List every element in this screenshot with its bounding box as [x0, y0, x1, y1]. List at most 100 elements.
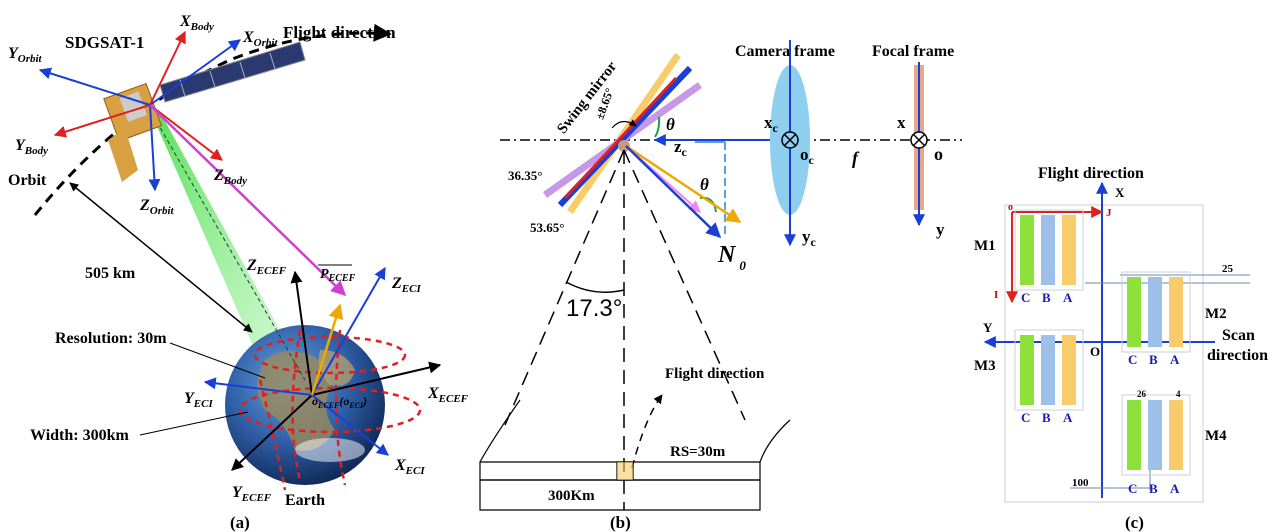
- orange-vector: [310, 303, 344, 396]
- n25-label: 25: [1222, 263, 1234, 275]
- m3-label: M3: [974, 358, 996, 374]
- focal-frame-label: Focal frame: [872, 43, 954, 60]
- xc-cross: [783, 133, 797, 147]
- o-small-label: o: [1008, 202, 1013, 213]
- m3-c: C: [1021, 410, 1030, 425]
- y-orbit-axis: [38, 67, 151, 106]
- zc-label: zc: [674, 137, 688, 159]
- module-m3: [1020, 335, 1076, 405]
- yc-label: yc: [802, 227, 817, 249]
- xc-label: xc: [764, 113, 779, 135]
- swath-label: 300Km: [548, 488, 595, 504]
- z-ecef-axis: [290, 270, 313, 396]
- y-eci-axis: [203, 377, 313, 396]
- y-label: y: [936, 220, 945, 239]
- z-ecef-label: ZECEF: [246, 257, 287, 277]
- caption-b: (b): [610, 513, 631, 532]
- fov-left: [504, 149, 625, 426]
- orbit-path: [33, 23, 392, 216]
- z-eci-axis: [311, 266, 386, 396]
- n100-label: 100: [1072, 477, 1089, 489]
- y-ecef-axis: [231, 394, 313, 471]
- o-label: o: [934, 144, 943, 164]
- j-axis-label: J: [1106, 207, 1112, 219]
- swing-arc: [611, 119, 637, 129]
- m1-box: [1014, 209, 1084, 291]
- module-m1: [1020, 215, 1076, 285]
- earth-land: [257, 351, 335, 451]
- m4-c: C: [1128, 481, 1137, 496]
- m2-label: M2: [1205, 306, 1227, 322]
- y-body-axis: [53, 104, 151, 138]
- n26-label: 26: [1137, 389, 1147, 399]
- origin-label-c: O: [1090, 344, 1100, 359]
- m2-b: B: [1149, 352, 1158, 367]
- z-body-axis: [149, 104, 223, 161]
- i-axis-label: I: [994, 289, 998, 301]
- rs-label: RS=30m: [670, 444, 726, 460]
- angle-36-label: 36.35°: [508, 168, 542, 183]
- resolution-leader: [169, 342, 266, 379]
- band-labels: C B A C B A C B A C B A: [1021, 290, 1180, 496]
- earth-label: Earth: [285, 492, 325, 509]
- x-eci-label: XECI: [394, 457, 425, 477]
- z-body-label: ZBody: [213, 167, 247, 187]
- m4-b: B: [1149, 481, 1158, 496]
- m1-a: A: [1063, 290, 1073, 305]
- z-eci-label: ZECI: [391, 275, 421, 295]
- direction-label: direction: [1207, 347, 1268, 364]
- mirror-red: [563, 76, 678, 200]
- altitude-label: 505 km: [85, 265, 136, 282]
- resolution-label: Resolution: 30m: [55, 330, 167, 347]
- f-label: f: [852, 148, 860, 168]
- satellite: [103, 41, 306, 182]
- angle-53-label: 53.65°: [530, 220, 564, 235]
- panel-b: Swing mirror ±8.65° 36.35° 53.65° θ θ zc…: [479, 40, 962, 532]
- p-ecef-label: PECEF: [320, 267, 356, 284]
- y-orbit-label: YOrbit: [8, 45, 43, 65]
- m4-a: A: [1170, 481, 1180, 496]
- pixel-cell: [617, 462, 633, 480]
- m4-label: M4: [1205, 428, 1227, 444]
- caption-a: (a): [230, 513, 250, 532]
- m3-box: [1014, 329, 1084, 411]
- flight-direction-label-c: Flight direction: [1038, 165, 1144, 182]
- oc-label: oc: [800, 145, 815, 167]
- m2-box: [1121, 271, 1191, 353]
- satellite-label: SDGSAT-1: [65, 33, 144, 52]
- x-axis-label-c: X: [1115, 185, 1125, 200]
- x-cross: [912, 133, 926, 147]
- panel-c: C B A C B A C B A C B A Flight direction…: [974, 165, 1268, 532]
- m2-a: A: [1170, 352, 1180, 367]
- fov-label: 17.3°: [566, 295, 622, 322]
- x-orbit-label: XOrbit: [242, 29, 278, 49]
- theta-label-1: θ: [666, 115, 675, 134]
- orbit-label: Orbit: [8, 172, 47, 189]
- width-leader: [139, 411, 249, 436]
- m2-c: C: [1128, 352, 1137, 367]
- x-body-axis: [149, 30, 186, 106]
- z-orbit-axis: [148, 104, 161, 192]
- y-axis-label-c: Y: [983, 320, 993, 335]
- m3-a: A: [1063, 410, 1073, 425]
- m4-box: [1121, 394, 1191, 476]
- flight-dir-arrow-b: [631, 394, 663, 469]
- panel-a: SDGSAT-1 Flight direction Orbit 505 km R…: [8, 13, 469, 532]
- ray-n0: [625, 145, 722, 239]
- fov-right: [623, 149, 746, 421]
- ray-orange: [625, 144, 742, 224]
- x-orbit-axis: [149, 39, 241, 106]
- x-ecef-label: XECEF: [427, 385, 469, 405]
- y-eci-label: YECI: [184, 390, 213, 410]
- flight-direction-label-b: Flight direction: [665, 366, 765, 382]
- mirror-pivot: [618, 140, 630, 152]
- m1-c: C: [1021, 290, 1030, 305]
- theta-label-2: θ: [700, 175, 709, 194]
- scan-label: Scan: [1222, 327, 1255, 344]
- detector-frame: [1004, 204, 1204, 503]
- y-body-label: YBody: [15, 137, 48, 157]
- m1-b: B: [1042, 290, 1051, 305]
- width-label: Width: 300km: [30, 427, 130, 444]
